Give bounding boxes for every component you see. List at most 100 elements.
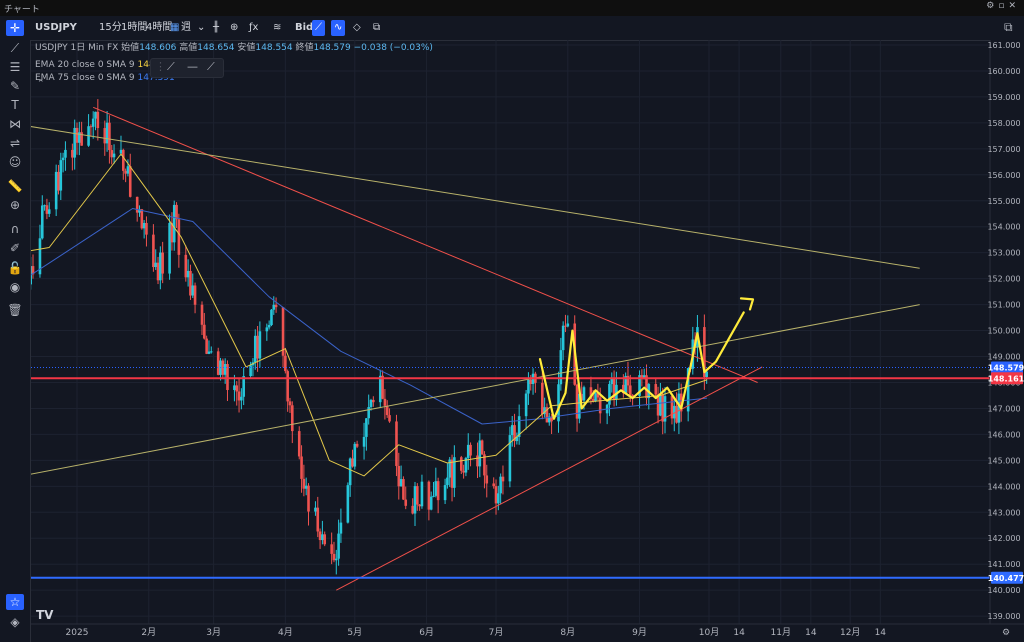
time-tick-label: 14	[805, 628, 817, 638]
price-tick-label: 145.000	[987, 456, 1020, 465]
candle-body	[547, 416, 551, 423]
legend-change: −0.038 (−0.03%)	[353, 43, 433, 53]
candle-body	[71, 149, 74, 158]
eraser-icon[interactable]: ◇	[353, 22, 361, 33]
ruler-icon[interactable]: 📏	[7, 179, 23, 193]
candle-body	[9, 337, 12, 338]
add-compare-icon[interactable]: ⊕	[230, 22, 239, 33]
price-tag	[991, 361, 1023, 374]
pattern-icon[interactable]: ⋈	[9, 117, 21, 131]
price-tick-label: 140.000	[987, 586, 1020, 595]
brush-icon[interactable]: ✎	[9, 79, 21, 93]
draw-hline-icon[interactable]: —	[187, 60, 198, 73]
wave-mode-icon[interactable]: ∿	[331, 20, 346, 36]
candle-body	[582, 387, 586, 401]
draw-line-icon[interactable]: ⟋	[167, 60, 175, 73]
templates-icon[interactable]: ≋	[273, 22, 282, 33]
legend-close: 148.579	[313, 43, 351, 53]
candle-body	[615, 384, 618, 400]
calendar-icon[interactable]: ▦	[170, 22, 180, 33]
candle-body	[434, 481, 438, 496]
price-tick-label: 155.000	[987, 197, 1020, 206]
time-tick-label: 2025	[66, 628, 89, 638]
panel-toggle-icon[interactable]: ⧉	[1004, 20, 1013, 34]
magnet-icon[interactable]: ∩	[10, 222, 20, 236]
symbol-search[interactable]: USDJPY	[35, 22, 77, 33]
price-tick-label: 156.000	[987, 171, 1020, 180]
candle-body	[330, 544, 333, 554]
fib-icon[interactable]: ☰	[9, 60, 21, 74]
prediction-icon[interactable]: ⇌	[9, 136, 21, 150]
candle-body	[186, 270, 190, 278]
ema75-value: 147.391	[137, 73, 175, 83]
legend-collapse-icon[interactable]: ⌃	[37, 79, 45, 89]
drag-handle-icon[interactable]: ⋮	[155, 60, 166, 73]
candle-body	[54, 171, 58, 210]
candle-body	[172, 204, 176, 243]
candle-body	[624, 375, 627, 394]
candle-body	[27, 284, 30, 289]
draw-ray-icon[interactable]: ⟋	[207, 60, 215, 73]
candle-body	[591, 399, 595, 402]
price-tick-label: 161.000	[987, 41, 1020, 50]
candle-body	[631, 394, 634, 396]
price-tag	[991, 571, 1023, 584]
candle-body	[497, 493, 500, 504]
candle-body	[240, 396, 243, 401]
candle-body	[73, 127, 76, 158]
candle-body	[337, 533, 340, 559]
screenshot-icon[interactable]: ⧉	[373, 22, 381, 33]
chevron-down-icon[interactable]: ⌄	[197, 22, 206, 33]
layers-icon[interactable]: ◈	[10, 615, 20, 629]
interval-1h[interactable]: 1時間	[121, 22, 148, 33]
trash-icon[interactable]: 🗑	[7, 303, 23, 317]
time-tick-label: 4月	[278, 627, 293, 638]
crosshair-icon[interactable]: ✛	[6, 20, 24, 36]
text-icon[interactable]: T	[11, 98, 19, 112]
candle-body	[288, 401, 292, 406]
interval-week[interactable]: 週	[181, 22, 191, 33]
candle-body	[59, 160, 63, 191]
price-tag-label: 148.161	[988, 374, 1024, 383]
line-mode-icon[interactable]: ⟋	[312, 20, 325, 36]
candle-body	[385, 405, 389, 416]
price-tick-label: 141.000	[987, 560, 1020, 569]
candle-body	[404, 499, 408, 506]
legend-low-label: 安値	[237, 43, 256, 53]
candle-body	[47, 209, 51, 214]
candle-body	[112, 153, 116, 158]
ema20-label: EMA 20 close 0 SMA 9	[35, 60, 135, 70]
candle-body	[91, 118, 95, 127]
candle-body	[348, 458, 352, 486]
window-controls[interactable]: ⚙▫✕	[986, 1, 1020, 11]
candle-body	[145, 222, 148, 235]
lock-icon[interactable]: 🔓	[7, 261, 23, 275]
hand-drawn-forecast	[538, 311, 745, 420]
candle-body	[207, 351, 211, 354]
candle-body	[61, 157, 65, 161]
chart-type-candles-icon[interactable]: ╫	[213, 22, 220, 33]
candle-body	[184, 254, 188, 278]
candle-body	[399, 479, 403, 487]
trendline-icon[interactable]: ⟋	[10, 41, 20, 55]
candle-body	[575, 384, 579, 419]
emoji-icon[interactable]: ☺	[8, 155, 22, 169]
candle-body	[686, 368, 690, 412]
axis-settings-icon[interactable]: ⚙	[1002, 628, 1010, 638]
draw-lock-icon[interactable]: ✐	[9, 241, 21, 255]
candle-body	[661, 395, 664, 422]
eye-icon[interactable]: ◉	[9, 280, 21, 294]
candle-body	[307, 485, 310, 512]
interval-15m[interactable]: 15分	[99, 22, 122, 33]
chart-legend: USDJPY 1日 Min FX 始値148.606 高値148.654 安値1…	[35, 42, 433, 85]
zoom-icon[interactable]: ⊕	[9, 198, 21, 212]
candle-body	[594, 393, 597, 402]
bid-button[interactable]: Bid	[295, 22, 314, 33]
forecast-arrow-head	[739, 297, 755, 311]
interval-4h[interactable]: 4時間	[146, 22, 173, 33]
candle-body	[22, 314, 25, 320]
indicators-icon[interactable]: ƒx	[249, 22, 259, 33]
favorites-star-icon[interactable]: ☆	[6, 594, 24, 610]
price-tick-label: 160.000	[987, 67, 1020, 76]
